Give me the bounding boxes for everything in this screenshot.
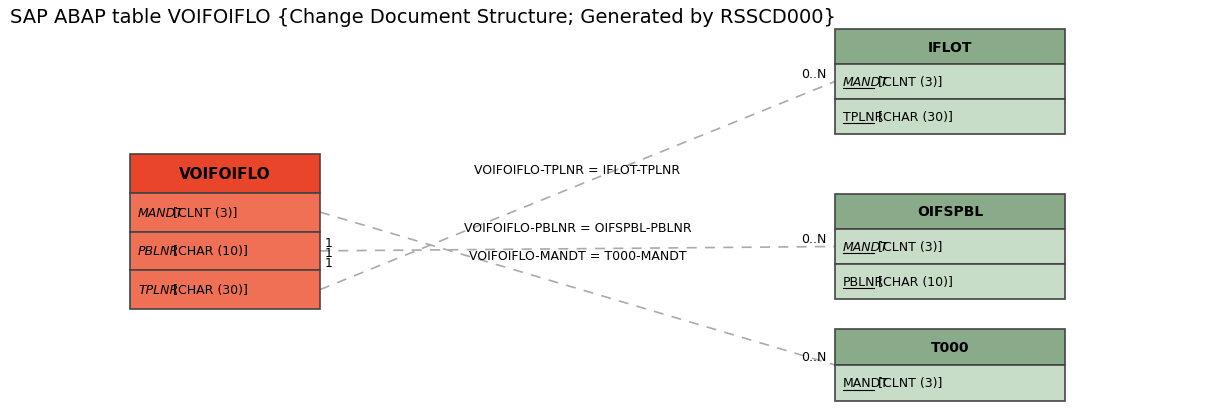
FancyBboxPatch shape (835, 30, 1065, 65)
Text: [CHAR (10)]: [CHAR (10)] (169, 245, 248, 258)
Text: MANDT: MANDT (844, 76, 889, 89)
FancyBboxPatch shape (835, 195, 1065, 229)
Text: MANDT: MANDT (844, 240, 889, 254)
Text: TPLNR: TPLNR (139, 283, 178, 297)
Text: 1: 1 (325, 237, 333, 250)
Text: 1: 1 (325, 257, 333, 270)
FancyBboxPatch shape (835, 329, 1065, 365)
FancyBboxPatch shape (835, 365, 1065, 401)
Text: PBLNR: PBLNR (139, 245, 180, 258)
Text: [CLNT (3)]: [CLNT (3)] (874, 76, 942, 89)
FancyBboxPatch shape (835, 100, 1065, 135)
FancyBboxPatch shape (835, 229, 1065, 264)
Text: PBLNR: PBLNR (844, 275, 884, 288)
FancyBboxPatch shape (835, 264, 1065, 299)
Text: MANDT: MANDT (844, 377, 889, 389)
FancyBboxPatch shape (130, 232, 321, 271)
Text: 0..N: 0..N (801, 351, 827, 364)
Text: 0..N: 0..N (801, 68, 827, 81)
Text: T000: T000 (930, 340, 969, 354)
Text: VOIFOIFLO-MANDT = T000-MANDT: VOIFOIFLO-MANDT = T000-MANDT (469, 249, 687, 262)
Text: SAP ABAP table VOIFOIFLO {Change Document Structure; Generated by RSSCD000}: SAP ABAP table VOIFOIFLO {Change Documen… (10, 8, 836, 27)
Text: [CHAR (30)]: [CHAR (30)] (169, 283, 248, 297)
FancyBboxPatch shape (130, 155, 321, 193)
FancyBboxPatch shape (835, 65, 1065, 100)
Text: [CLNT (3)]: [CLNT (3)] (874, 240, 942, 254)
Text: 1: 1 (325, 247, 333, 260)
Text: [CLNT (3)]: [CLNT (3)] (169, 206, 237, 219)
Text: OIFSPBL: OIFSPBL (917, 205, 983, 219)
Text: VOIFOIFLO-PBLNR = OIFSPBL-PBLNR: VOIFOIFLO-PBLNR = OIFSPBL-PBLNR (464, 222, 692, 235)
Text: 0..N: 0..N (801, 232, 827, 245)
Text: VOIFOIFLO: VOIFOIFLO (180, 166, 271, 182)
Text: [CLNT (3)]: [CLNT (3)] (874, 377, 942, 389)
Text: TPLNR: TPLNR (844, 111, 883, 124)
Text: MANDT: MANDT (139, 206, 184, 219)
Text: [CHAR (30)]: [CHAR (30)] (874, 111, 953, 124)
Text: [CHAR (10)]: [CHAR (10)] (874, 275, 953, 288)
Text: VOIFOIFLO-TPLNR = IFLOT-TPLNR: VOIFOIFLO-TPLNR = IFLOT-TPLNR (475, 163, 681, 176)
FancyBboxPatch shape (130, 271, 321, 309)
Text: IFLOT: IFLOT (928, 40, 972, 54)
FancyBboxPatch shape (130, 193, 321, 232)
